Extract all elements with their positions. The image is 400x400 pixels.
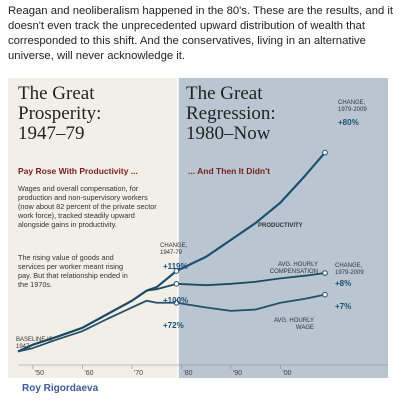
description: Wages and overall compensation, for prod… bbox=[18, 184, 157, 229]
author[interactable]: Roy Rigordaeva bbox=[22, 383, 99, 394]
annotation: CHANGE, 1979-2009 bbox=[338, 100, 367, 113]
title-right: The Great Regression: 1980–Now bbox=[186, 83, 276, 144]
point-marker bbox=[173, 281, 180, 287]
annotation: BASELINE IS 1947 bbox=[16, 337, 53, 350]
point-marker bbox=[173, 299, 180, 306]
annotation: +7% bbox=[335, 302, 352, 311]
x-tick-label: '90 bbox=[233, 370, 242, 377]
annotation: AVG. HOURLY COMPENSATION bbox=[269, 262, 318, 275]
post-text: Reagan and neoliberalism happened in the… bbox=[8, 5, 394, 62]
annotation: +80% bbox=[338, 118, 359, 127]
x-tick-label: '70 bbox=[134, 370, 143, 377]
x-tick-label: '60 bbox=[84, 370, 93, 377]
annotation: AVG. HOURLY WAGE bbox=[273, 318, 314, 331]
annotation: PRODUCTIVITY bbox=[258, 223, 303, 229]
x-tick-label: '00 bbox=[282, 370, 291, 377]
left-panel bbox=[8, 78, 178, 378]
annotation: +72% bbox=[163, 321, 184, 330]
annotation: CHANGE, 1947-79 bbox=[160, 243, 188, 256]
series-line bbox=[17, 272, 326, 353]
point-marker bbox=[173, 268, 180, 274]
x-tick-label: '80 bbox=[183, 370, 192, 377]
subtitle-right: ... And Then It Didn't bbox=[188, 166, 270, 176]
annotation: +8% bbox=[335, 279, 352, 288]
series-line bbox=[17, 293, 326, 353]
annotation: +119% bbox=[163, 262, 188, 271]
point-marker bbox=[322, 149, 328, 156]
x-tick-label: '50 bbox=[35, 370, 44, 377]
point-marker bbox=[322, 270, 328, 276]
title-left: The Great Prosperity: 1947–79 bbox=[18, 83, 102, 144]
subtitle-left: Pay Rose With Productivity ... bbox=[18, 166, 138, 176]
point-marker bbox=[322, 291, 328, 298]
annotation: +100% bbox=[163, 296, 189, 305]
description: The rising value of goods and services p… bbox=[18, 253, 128, 289]
annotation: CHANGE, 1979-2009 bbox=[335, 263, 364, 276]
right-panel bbox=[178, 78, 388, 378]
